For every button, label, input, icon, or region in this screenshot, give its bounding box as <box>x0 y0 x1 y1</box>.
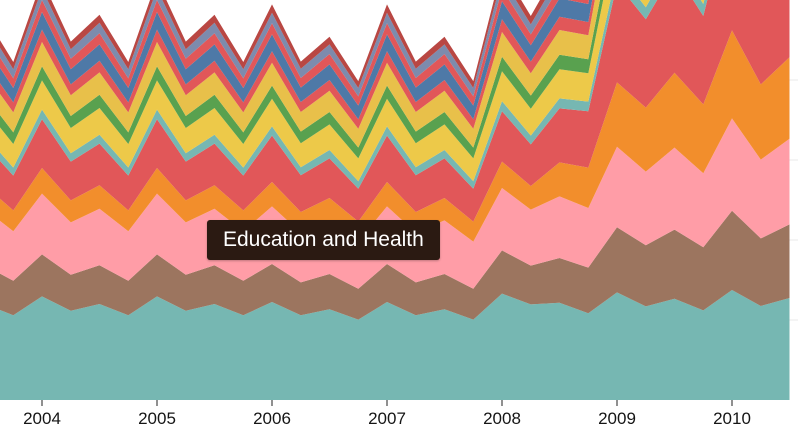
x-axis-label: 2005 <box>138 409 176 428</box>
area-business-services[interactable] <box>0 30 790 242</box>
area-manufacturing[interactable] <box>0 210 790 320</box>
area-information[interactable] <box>0 0 790 88</box>
area-wholesale-and-retail-trade[interactable] <box>0 290 790 400</box>
x-axis-label: 2008 <box>483 409 521 428</box>
x-axis-label: 2009 <box>598 409 636 428</box>
x-axis-label: 2004 <box>23 409 61 428</box>
area-education-and-health[interactable] <box>0 0 790 189</box>
x-axis-label: 2010 <box>713 409 751 428</box>
area-leisure-and-hospitality[interactable] <box>0 118 790 289</box>
x-axis-label: 2007 <box>368 409 406 428</box>
area-construction[interactable] <box>0 0 790 222</box>
area-self-employed[interactable] <box>0 0 790 148</box>
x-axis-label: 2006 <box>253 409 291 428</box>
area-government[interactable] <box>0 0 790 182</box>
area-transportation-and-utilities[interactable] <box>0 0 790 129</box>
area-mining-and-extraction[interactable] <box>0 0 790 97</box>
